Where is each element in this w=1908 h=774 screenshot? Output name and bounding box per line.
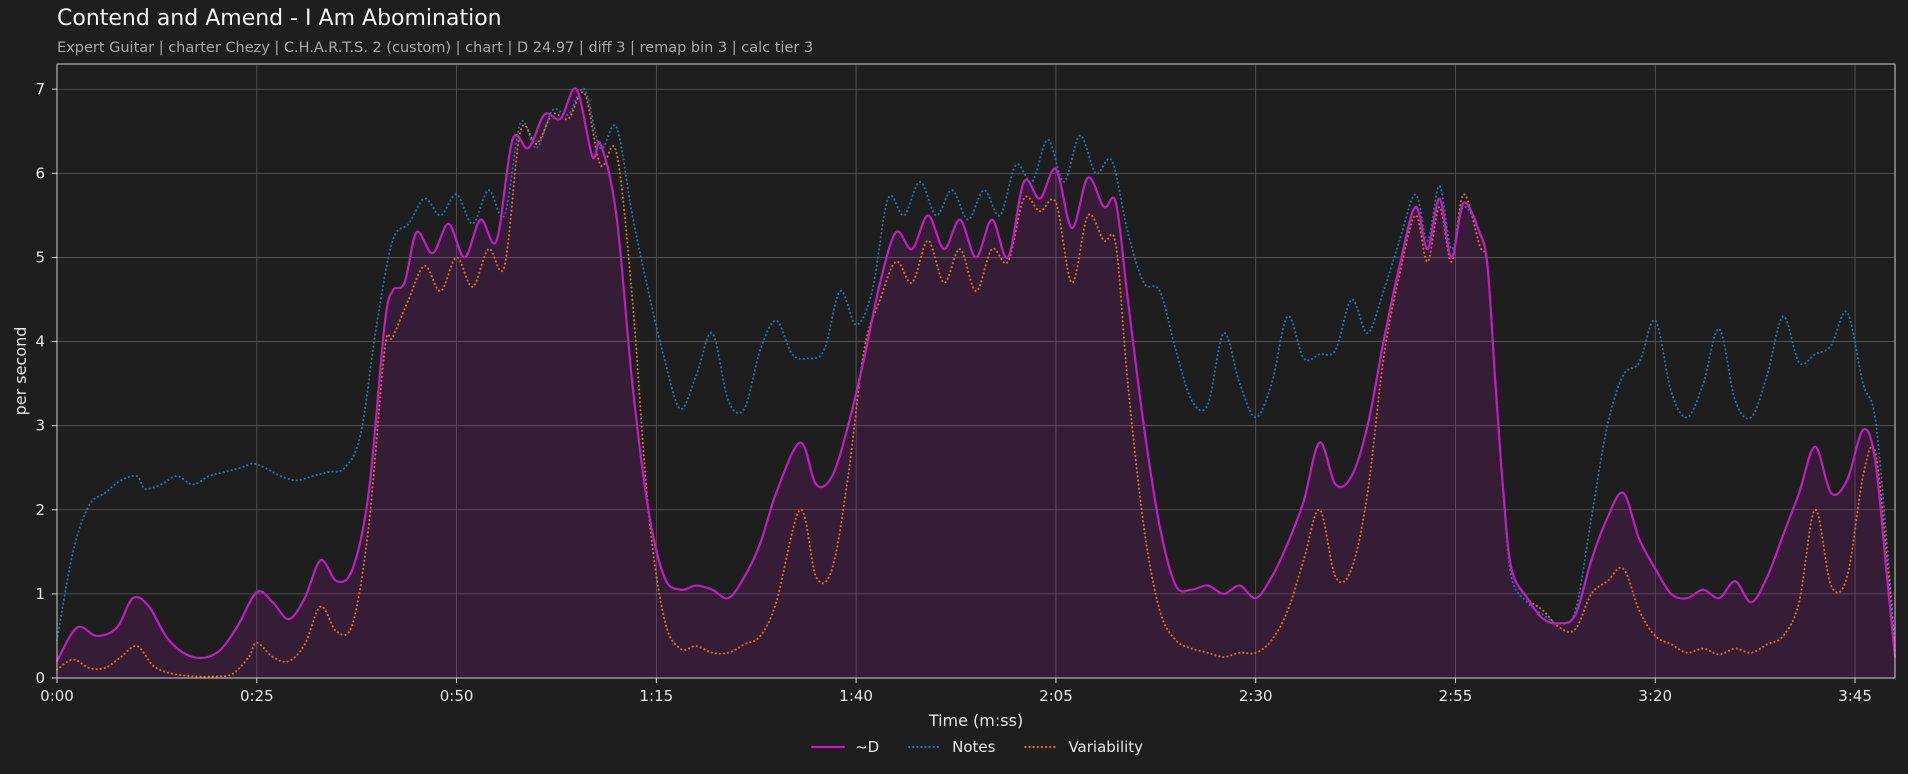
y-tick-label: 4: [35, 333, 45, 351]
x-tick-label: 0:50: [440, 687, 474, 705]
y-axis-label: per second: [11, 327, 30, 416]
x-tick-label: 0:00: [40, 687, 74, 705]
legend: ~D Notes Variability: [810, 738, 1143, 756]
x-tick-label: 3:45: [1838, 687, 1872, 705]
series-area-fill: [57, 88, 1895, 678]
legend-label: Variability: [1068, 738, 1143, 756]
x-tick-label: 1:40: [839, 687, 873, 705]
y-tick-label: 3: [35, 417, 45, 435]
y-tick-label: 6: [35, 164, 45, 182]
plot-frame: [56, 63, 1896, 679]
legend-label: Notes: [952, 738, 996, 756]
y-tick-label: 5: [35, 248, 45, 266]
x-tick-label: 0:25: [240, 687, 274, 705]
series-line: [56, 91, 1896, 678]
y-tick-label: 0: [35, 669, 45, 687]
x-tick-label: 1:15: [640, 687, 674, 705]
legend-label: ~D: [855, 738, 879, 756]
x-axis-ticks: 0:00 0:25 0:50 1:15 1:40 2:05 2:30 2:55 3:20 3:45: [40, 678, 1872, 705]
chart-title: Contend and Amend - I Am Abomination: [57, 6, 502, 31]
y-axis-ticks: 0 1 2 3 4 5 6 7: [35, 80, 57, 687]
x-tick-label: 3:20: [1638, 687, 1672, 705]
y-tick-label: 1: [35, 585, 45, 603]
x-tick-label: 2:55: [1439, 687, 1473, 705]
y-tick-label: 2: [35, 501, 45, 519]
chart-subtitle: Expert Guitar | charter Chezy | C.H.A.R.…: [57, 40, 814, 56]
x-tick-label: 2:05: [1039, 687, 1073, 705]
y-tick-label: 7: [35, 80, 45, 98]
series-lines-layer: [55, 87, 1897, 678]
series-line: [55, 87, 1897, 663]
x-tick-label: 2:30: [1239, 687, 1273, 705]
series-line: [56, 87, 1896, 650]
area-fill-layer: [57, 88, 1895, 678]
x-axis-label: Time (m:ss): [928, 711, 1023, 730]
